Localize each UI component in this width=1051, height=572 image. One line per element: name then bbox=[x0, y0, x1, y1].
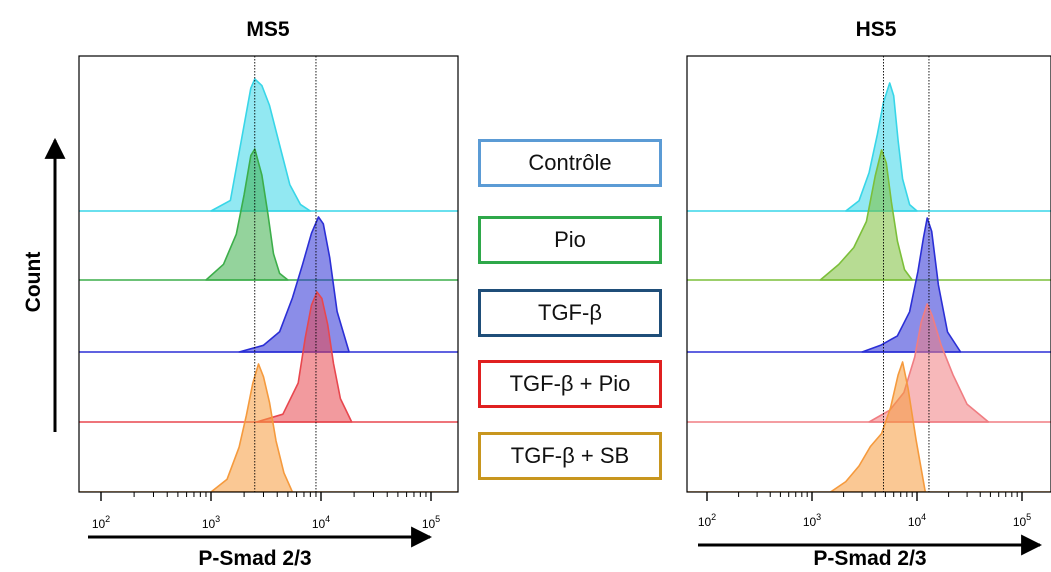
legend-controle: Contrôle bbox=[478, 139, 662, 187]
hs5-tick-label-104: 104 bbox=[908, 512, 926, 529]
hs5-tick-label-103: 103 bbox=[803, 512, 821, 529]
hs5-tick-label-102: 102 bbox=[698, 512, 716, 529]
hs5-histogram-controle bbox=[845, 82, 918, 212]
ms5-frame bbox=[78, 55, 459, 493]
hs5-histogram-tgfb bbox=[861, 217, 962, 353]
hs5-title: HS5 bbox=[856, 18, 897, 41]
legend-tgfb: TGF-β bbox=[478, 289, 662, 337]
ms5-title: MS5 bbox=[246, 18, 290, 41]
legend-tgfb-pio: TGF-β + Pio bbox=[478, 360, 662, 408]
legend-tgfb-pio-label: TGF-β + Pio bbox=[509, 371, 631, 396]
y-axis-label: Count bbox=[22, 252, 45, 313]
ms5-tick-label-102: 102 bbox=[92, 514, 110, 531]
hs5-histogram-tgfb-sb bbox=[829, 361, 927, 492]
hs5-histograms bbox=[687, 56, 1051, 492]
ms5-tick-label-103: 103 bbox=[202, 514, 220, 531]
ms5-histogram-tgfb-sb bbox=[210, 363, 294, 492]
ms5-histogram-pio bbox=[205, 148, 289, 281]
hs5-frame bbox=[686, 55, 1051, 493]
ms5-histogram-controle bbox=[210, 78, 312, 212]
hs5-panel: HS5 102 103 104 105 P-Smad 2/3 bbox=[686, 18, 1051, 570]
legend-controle-label: Contrôle bbox=[528, 150, 612, 175]
legend-tgfb-label: TGF-β bbox=[538, 300, 602, 325]
ms5-tick-label-105: 105 bbox=[422, 514, 440, 531]
hs5-tick-label-105: 105 bbox=[1013, 512, 1031, 529]
ms5-panel: MS5 102 103 104 105 P-Smad 2/3 bbox=[78, 18, 459, 570]
ms5-x-axis: 102 103 104 105 bbox=[92, 492, 440, 531]
legend-pio-label: Pio bbox=[554, 227, 586, 252]
hs5-x-axis: 102 103 104 105 bbox=[698, 492, 1031, 529]
ms5-tick-label-104: 104 bbox=[312, 514, 330, 531]
ms5-histogram-tgfb-pio bbox=[255, 291, 353, 423]
ms5-x-label: P-Smad 2/3 bbox=[198, 547, 311, 570]
hs5-x-label: P-Smad 2/3 bbox=[813, 547, 926, 570]
legend-pio: Pio bbox=[478, 216, 662, 264]
legend-tgfb-sb: TGF-β + SB bbox=[478, 432, 662, 480]
ms5-histograms bbox=[79, 56, 458, 492]
legend-tgfb-sb-label: TGF-β + SB bbox=[510, 443, 630, 468]
